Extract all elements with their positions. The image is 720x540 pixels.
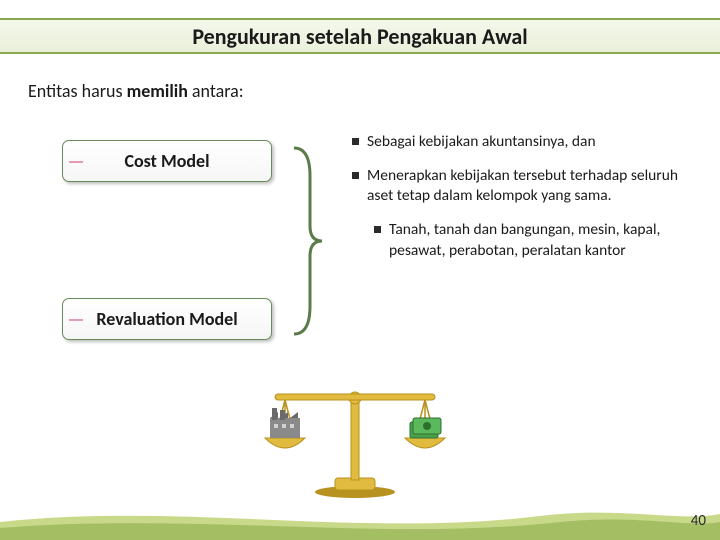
bullets-region: Sebagai kebijakan akuntansinya, dan Mene… <box>352 132 690 261</box>
bullet-square-icon <box>352 138 359 145</box>
reval-model-label: Revaluation Model <box>96 308 237 330</box>
bullet-2: Menerapkan kebijakan tersebut terhadap s… <box>352 166 690 206</box>
title-bar: Pengukuran setelah Pengakuan Awal <box>0 18 720 54</box>
money-icon <box>410 418 441 438</box>
bullet-square-icon <box>352 172 359 179</box>
pink-dash-icon <box>69 161 83 163</box>
revaluation-model-box: Revaluation Model <box>62 298 272 340</box>
brace-icon <box>290 146 324 336</box>
bullet-square-icon <box>374 226 381 233</box>
page-title: Pengukuran setelah Pengakuan Awal <box>192 23 527 50</box>
intro-bold: memilih <box>127 80 188 102</box>
intro-suffix: antara: <box>188 80 244 102</box>
balance-scale-icon <box>240 370 470 500</box>
bullet-3: Tanah, tanah dan bangungan, mesin, kapal… <box>374 220 690 260</box>
intro-prefix: Entitas harus <box>28 80 127 102</box>
page-number: 40 <box>691 512 706 530</box>
bullet-2-text: Menerapkan kebijakan tersebut terhadap s… <box>367 166 690 206</box>
cost-model-label: Cost Model <box>124 150 209 172</box>
bullet-1: Sebagai kebijakan akuntansinya, dan <box>352 132 690 152</box>
intro-text: Entitas harus memilih antara: <box>28 80 244 102</box>
bottom-wave-decoration <box>0 494 720 540</box>
bullet-1-text: Sebagai kebijakan akuntansinya, dan <box>367 132 596 152</box>
bullet-3-text: Tanah, tanah dan bangungan, mesin, kapal… <box>389 220 690 260</box>
factory-icon <box>270 408 300 438</box>
pink-dash-icon <box>69 319 83 321</box>
cost-model-box: Cost Model <box>62 140 272 182</box>
